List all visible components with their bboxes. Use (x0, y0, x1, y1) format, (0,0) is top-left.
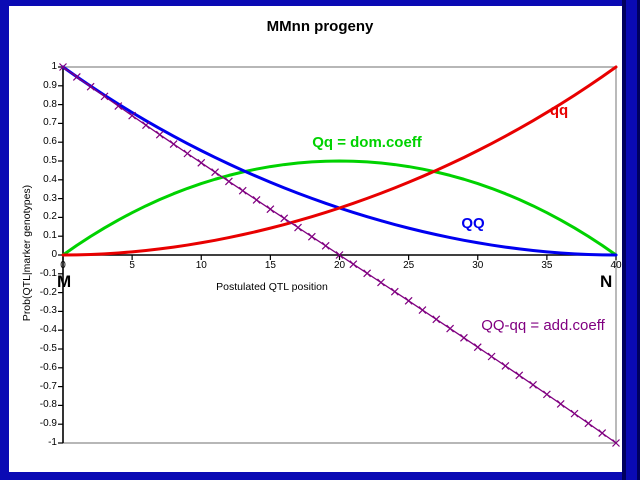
series-marker-x (487, 352, 496, 361)
series-marker-x (529, 380, 537, 389)
y-tick-label: -0.6 (39, 361, 57, 373)
series-marker-x (100, 92, 109, 101)
series-marker-x (515, 371, 524, 380)
x-tick-label: 20 (333, 260, 346, 271)
x-tick-label: 35 (541, 260, 553, 271)
x-tick-label: 25 (403, 260, 415, 271)
y-tick-label: -0.9 (39, 418, 57, 430)
y-tick-label: 0.9 (43, 79, 57, 91)
series-marker-x (349, 260, 358, 269)
series-marker-x (363, 269, 372, 278)
left-flank-marker-label: M (57, 272, 72, 291)
series-marker-x (460, 333, 468, 342)
series-marker-x (418, 306, 427, 314)
y-tick-label: 0.8 (43, 98, 57, 110)
series-marker-x (238, 186, 247, 195)
y-tick-label: 0 (51, 249, 57, 260)
series-marker-x (390, 287, 399, 296)
curve-label-QQ: QQ (461, 215, 485, 232)
series-marker-x (556, 400, 565, 408)
series-marker-x (211, 168, 219, 177)
series-marker-x (294, 223, 302, 232)
series-marker-x (598, 429, 607, 438)
y-tick-label: -0.4 (39, 324, 57, 336)
series-marker-x (252, 196, 261, 204)
series-marker-x (224, 177, 233, 186)
series-marker-x (197, 158, 206, 167)
series-marker-x (155, 130, 164, 139)
y-tick-label: 0.7 (43, 117, 57, 129)
series-marker-x (432, 315, 441, 324)
y-tick-label: -1 (48, 437, 57, 448)
curve-label-qq: qq (549, 102, 569, 119)
series-marker-x (570, 409, 579, 418)
series-marker-x (142, 121, 150, 130)
y-tick-label: 0.2 (43, 211, 57, 223)
series-marker-x (404, 296, 413, 305)
series-marker-x (169, 140, 178, 149)
series-marker-x (612, 439, 620, 447)
curve-label-dom-coeff: Qq = dom.coeff (312, 134, 422, 151)
right-flank-marker-label: N (600, 272, 613, 291)
x-axis-title: Postulated QTL position (216, 281, 328, 293)
chart-title: MMnn progeny (266, 18, 374, 35)
series-marker-x (473, 343, 482, 352)
series-marker-x (114, 102, 123, 110)
y-tick-label: 0.3 (43, 192, 57, 204)
series-marker-x (280, 214, 289, 223)
series-marker-x (183, 149, 192, 158)
series-line-qq (61, 65, 618, 257)
series-marker-x (86, 82, 95, 91)
x-tick-label: 40 (610, 260, 622, 271)
series-marker-x (72, 72, 81, 81)
series-marker-x (584, 419, 593, 428)
y-tick-label: 0.4 (43, 173, 57, 185)
series-marker-x (446, 324, 455, 333)
y-tick-label: 0.6 (43, 136, 57, 148)
series-marker-x (335, 251, 344, 259)
series-marker-x (321, 241, 330, 250)
x-tick-label: 10 (195, 260, 207, 271)
y-tick-label: -0.2 (39, 286, 57, 298)
frame-right-inner-edge (622, 0, 626, 480)
curve-label-add-coeff: QQ-qq = add.coeff (481, 317, 605, 334)
series-marker-x (501, 361, 510, 370)
y-tick-label: -0.1 (39, 267, 57, 279)
y-tick-label: -0.8 (39, 399, 57, 411)
x-tick-label: 0 (60, 260, 66, 271)
series-marker-x (542, 390, 551, 399)
x-tick-label: 15 (264, 260, 276, 271)
x-tick-label: 30 (472, 260, 484, 271)
y-tick-label: 1 (51, 61, 57, 72)
series-marker-x (377, 278, 385, 287)
y-tick-label: -0.7 (39, 380, 57, 392)
x-tick-label: 5 (129, 260, 135, 271)
frame-right-outer-edge (637, 0, 640, 480)
y-tick-label: 0.1 (43, 230, 57, 242)
series-marker-x (307, 232, 316, 241)
y-tick-label: -0.3 (39, 305, 57, 317)
series-marker-x (128, 111, 137, 120)
series-marker-x (266, 205, 275, 214)
series-line-qq-dom-coeff (61, 159, 618, 257)
series-marker-x (59, 63, 67, 71)
y-tick-label: -0.5 (39, 343, 57, 354)
y-tick-label: 0.5 (43, 155, 57, 166)
